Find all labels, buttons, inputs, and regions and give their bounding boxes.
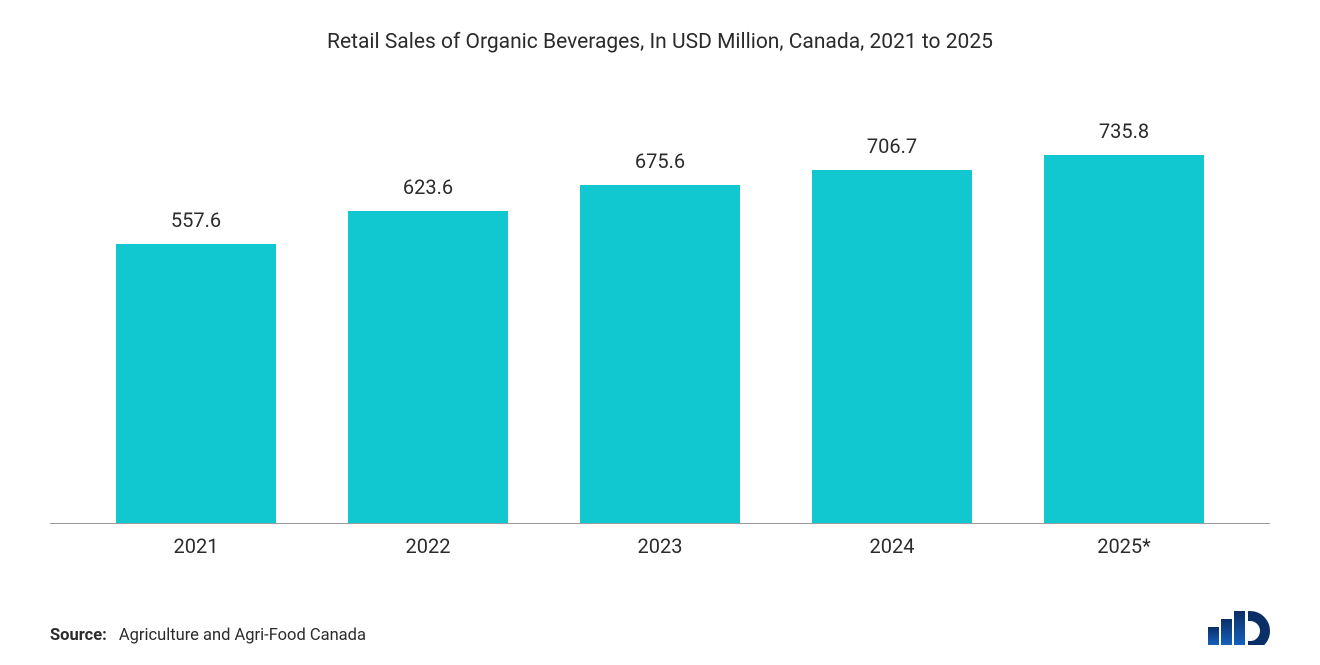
chart-title: Retail Sales of Organic Beverages, In US… (50, 30, 1270, 54)
bar-value-label: 623.6 (403, 175, 453, 199)
bar-group: 735.8 (1044, 119, 1204, 523)
x-axis-label: 2023 (580, 534, 740, 558)
logo-arc-icon (1248, 611, 1270, 645)
source-attribution: Source: Agriculture and Agri-Food Canada (50, 626, 366, 645)
bar (812, 170, 972, 523)
bar (116, 244, 276, 523)
x-axis-label: 2022 (348, 534, 508, 558)
bar-value-label: 735.8 (1099, 119, 1149, 143)
bar-group: 706.7 (812, 134, 972, 523)
x-axis-label: 2021 (116, 534, 276, 558)
source-label: Source: (50, 626, 107, 645)
chart-x-axis-labels: 2021 2022 2023 2024 2025* (50, 524, 1270, 558)
bar (348, 211, 508, 523)
chart-plot-area: 557.6 623.6 675.6 706.7 735.8 (50, 64, 1270, 524)
bar-value-label: 675.6 (635, 149, 685, 173)
chart-footer: Source: Agriculture and Agri-Food Canada (50, 611, 1270, 645)
bar-group: 623.6 (348, 175, 508, 523)
bar-value-label: 557.6 (171, 208, 221, 232)
x-axis-label: 2025* (1044, 534, 1204, 558)
mordor-intelligence-logo (1208, 611, 1270, 645)
x-axis-label: 2024 (812, 534, 972, 558)
bar-group: 557.6 (116, 208, 276, 523)
chart-container: Retail Sales of Organic Beverages, In US… (0, 0, 1320, 665)
bar (580, 185, 740, 523)
source-text: Agriculture and Agri-Food Canada (119, 626, 366, 645)
bar (1044, 155, 1204, 523)
logo-bar-icon (1221, 619, 1232, 645)
bar-value-label: 706.7 (867, 134, 917, 158)
logo-bar-icon (1234, 611, 1245, 645)
logo-bar-icon (1208, 627, 1219, 645)
bar-group: 675.6 (580, 149, 740, 523)
